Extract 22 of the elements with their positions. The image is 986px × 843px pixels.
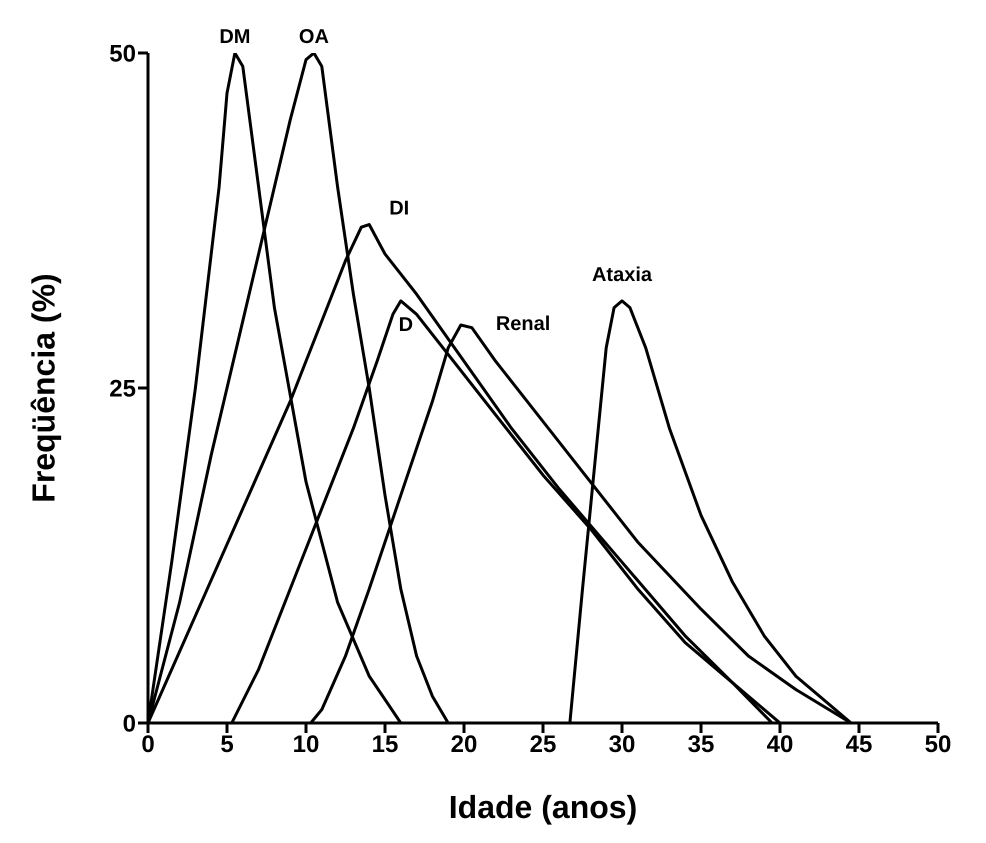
x-tick-label: 15: [372, 731, 398, 758]
x-tick-label: 25: [530, 731, 556, 758]
x-tick-label: 30: [608, 731, 636, 758]
x-tick-label: 35: [688, 731, 714, 758]
y-axis-title: Freqüência (%): [25, 273, 62, 503]
y-tick-label: 25: [109, 376, 136, 403]
x-tick-label: 20: [450, 731, 478, 758]
x-tick-label: 0: [141, 731, 155, 758]
series-label: DI: [389, 198, 410, 220]
x-tick-label: 40: [766, 731, 794, 758]
series-label: OA: [298, 26, 329, 48]
series-label: D: [398, 314, 414, 336]
y-tick-label: 50: [109, 40, 136, 68]
series-label: DM: [219, 26, 250, 48]
y-tick-label: 0: [122, 710, 136, 738]
x-tick-label: 10: [292, 731, 320, 758]
x-tick-label: 45: [846, 731, 872, 758]
series-label: Ataxia: [592, 264, 653, 286]
x-tick-label: 50: [924, 731, 952, 758]
series-label: Renal: [496, 313, 550, 336]
x-axis-title: Idade (anos): [448, 789, 638, 825]
x-tick-label: 5: [220, 731, 234, 758]
